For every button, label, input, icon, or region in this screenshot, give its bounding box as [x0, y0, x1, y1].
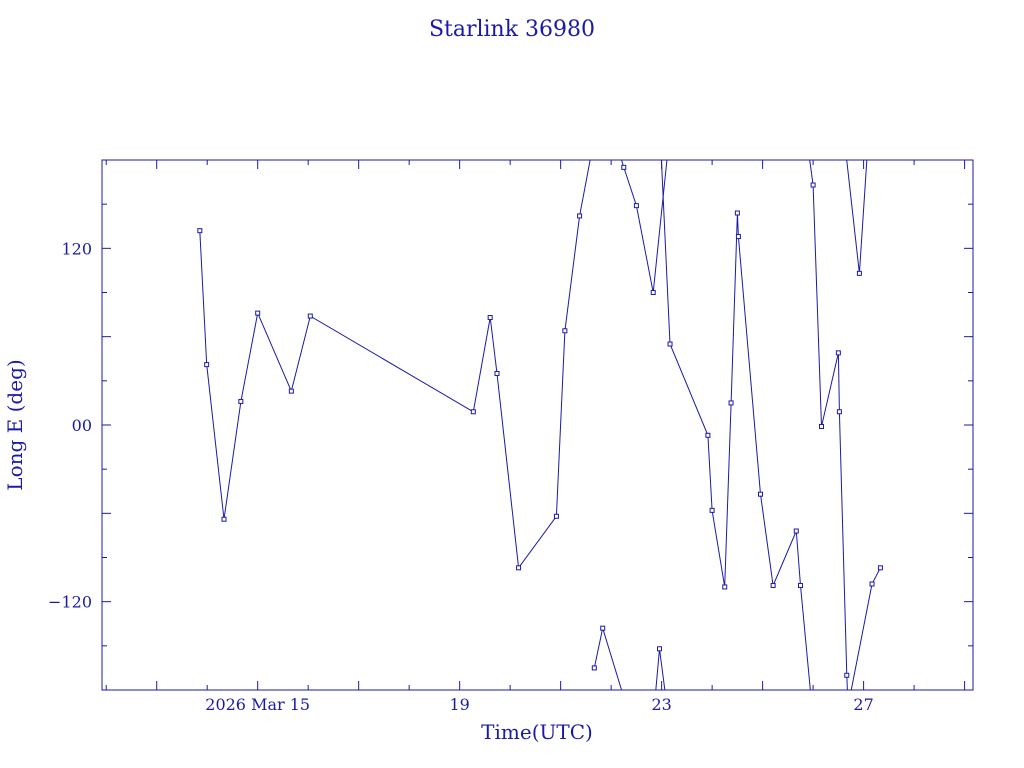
data-point: [836, 409, 842, 415]
data-point: [844, 672, 850, 678]
plot-frame: [101, 159, 974, 691]
data-point: [204, 362, 210, 368]
data-point: [288, 388, 294, 394]
y-axis-label: Long E (deg): [3, 359, 27, 490]
data-point: [255, 310, 261, 316]
data-point: [728, 400, 734, 406]
data-point: [221, 516, 227, 522]
x-axis-label: Time(UTC): [481, 720, 593, 744]
data-point: [553, 513, 559, 519]
data-point: [591, 665, 597, 671]
series-line: [846, 160, 868, 274]
data-point: [797, 582, 803, 588]
data-point: [577, 213, 583, 219]
data-point: [516, 565, 522, 571]
data-point: [621, 164, 627, 170]
data-point: [877, 565, 883, 571]
y-tick-label: −120: [48, 593, 92, 612]
data-series: [197, 160, 883, 690]
data-point: [709, 507, 715, 513]
data-point: [705, 432, 711, 438]
y-tick-label: 120: [61, 239, 92, 258]
data-point: [197, 228, 203, 234]
data-point: [758, 491, 764, 497]
data-point: [810, 182, 816, 188]
data-point: [238, 398, 244, 404]
data-point: [633, 203, 639, 209]
series-line: [593, 628, 623, 690]
data-point: [770, 582, 776, 588]
x-axis: 2026 Mar 15 19 23 27: [105, 160, 966, 714]
series-line: [621, 160, 668, 293]
data-point: [307, 313, 313, 319]
y-axis: 120 00 −120: [48, 203, 973, 647]
series-line: [809, 160, 848, 690]
data-point: [562, 328, 568, 334]
data-point: [793, 528, 799, 534]
data-point: [494, 370, 500, 376]
y-tick-label: 00: [72, 416, 92, 435]
data-point: [657, 646, 663, 652]
series-line: [199, 160, 591, 570]
data-point: [722, 584, 728, 590]
data-point: [856, 270, 862, 276]
data-point: [667, 341, 673, 347]
data-point: [600, 625, 606, 631]
x-tick-label: 19: [449, 695, 469, 714]
chart-title: Starlink 36980: [429, 17, 595, 42]
data-point: [470, 409, 476, 415]
data-point: [819, 423, 825, 429]
x-tick-label: 2026 Mar 15: [205, 695, 310, 714]
data-point: [835, 350, 841, 356]
data-point: [735, 234, 741, 240]
series-line: [660, 160, 811, 690]
data-point: [650, 290, 656, 295]
data-point: [734, 210, 740, 216]
x-tick-label: 23: [651, 695, 671, 714]
x-tick-label: 27: [853, 695, 873, 714]
data-point: [487, 315, 493, 321]
data-point: [869, 581, 875, 587]
